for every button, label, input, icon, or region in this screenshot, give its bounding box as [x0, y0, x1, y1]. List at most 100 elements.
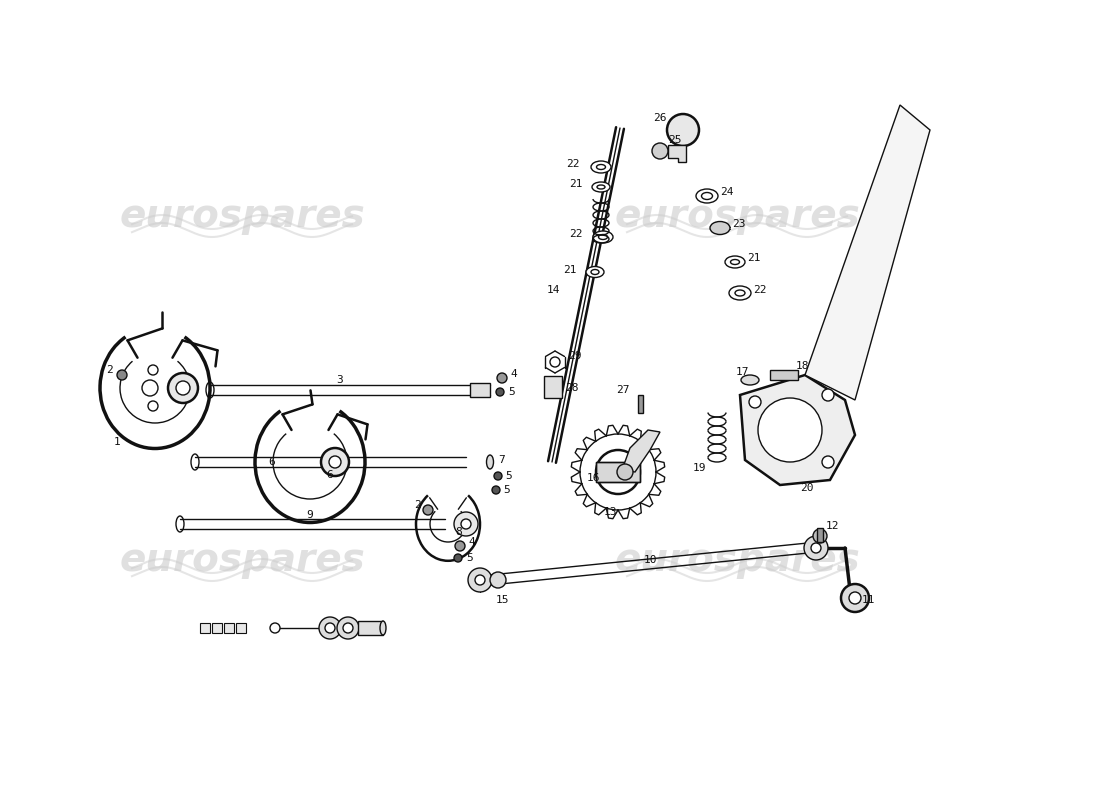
Bar: [212, 623, 222, 633]
Text: 7: 7: [498, 455, 505, 465]
Text: 8: 8: [455, 527, 462, 537]
Polygon shape: [805, 105, 929, 400]
Text: 1: 1: [113, 437, 120, 447]
Text: 26: 26: [653, 113, 667, 123]
Text: 5: 5: [505, 471, 512, 481]
Text: 4: 4: [468, 537, 475, 547]
Polygon shape: [621, 430, 660, 472]
Text: 27: 27: [616, 385, 630, 395]
Circle shape: [424, 505, 433, 515]
Text: 22: 22: [566, 159, 580, 169]
Text: 2: 2: [107, 365, 113, 375]
Polygon shape: [668, 145, 686, 162]
Circle shape: [667, 114, 698, 146]
Text: 13: 13: [603, 507, 617, 517]
Circle shape: [148, 365, 158, 375]
Circle shape: [475, 575, 485, 585]
Circle shape: [617, 464, 632, 480]
Text: 12: 12: [826, 521, 839, 531]
Ellipse shape: [586, 266, 604, 278]
Text: 22: 22: [570, 229, 583, 239]
Circle shape: [270, 623, 280, 633]
Text: 5: 5: [503, 485, 509, 495]
Bar: [358, 621, 383, 635]
Ellipse shape: [486, 455, 494, 469]
Circle shape: [337, 617, 359, 639]
Bar: [596, 462, 640, 482]
Text: 16: 16: [586, 473, 600, 483]
Text: 21: 21: [747, 253, 760, 263]
Text: 20: 20: [800, 483, 814, 493]
Circle shape: [455, 541, 465, 551]
Bar: [224, 623, 234, 633]
Circle shape: [849, 592, 861, 604]
Text: 9: 9: [307, 510, 314, 520]
Circle shape: [550, 357, 560, 367]
Text: 24: 24: [720, 187, 734, 197]
Ellipse shape: [593, 231, 613, 243]
Text: 5: 5: [466, 553, 473, 563]
Circle shape: [492, 486, 500, 494]
Text: 6: 6: [327, 470, 333, 480]
Circle shape: [811, 543, 821, 553]
Text: 21: 21: [570, 179, 583, 189]
Polygon shape: [740, 375, 855, 485]
Text: 10: 10: [644, 555, 657, 565]
Text: 29: 29: [568, 351, 582, 361]
Text: 18: 18: [796, 361, 810, 371]
Text: 4: 4: [510, 369, 517, 379]
Ellipse shape: [591, 161, 611, 173]
Circle shape: [168, 373, 198, 403]
Ellipse shape: [696, 189, 718, 203]
Circle shape: [324, 623, 336, 633]
Circle shape: [494, 472, 502, 480]
Ellipse shape: [592, 182, 611, 192]
Text: 6: 6: [268, 457, 275, 467]
Ellipse shape: [379, 621, 386, 635]
Circle shape: [813, 529, 827, 543]
Ellipse shape: [729, 286, 751, 300]
Circle shape: [321, 448, 349, 476]
Text: eurospares: eurospares: [614, 197, 860, 235]
Circle shape: [490, 572, 506, 588]
Text: 14: 14: [547, 285, 560, 295]
Circle shape: [749, 396, 761, 408]
Ellipse shape: [710, 222, 730, 234]
Circle shape: [842, 584, 869, 612]
Text: 5: 5: [508, 387, 515, 397]
Text: eurospares: eurospares: [614, 541, 860, 579]
Text: 21: 21: [563, 265, 578, 275]
Text: 23: 23: [732, 219, 746, 229]
Circle shape: [176, 381, 190, 395]
Circle shape: [804, 536, 828, 560]
Circle shape: [454, 554, 462, 562]
Text: 15: 15: [495, 595, 508, 605]
Circle shape: [461, 519, 471, 529]
Text: 25: 25: [668, 135, 682, 145]
Circle shape: [496, 388, 504, 396]
Circle shape: [652, 143, 668, 159]
Circle shape: [758, 398, 822, 462]
Text: 28: 28: [565, 383, 579, 393]
Ellipse shape: [725, 256, 745, 268]
Text: eurospares: eurospares: [119, 541, 365, 579]
Text: 11: 11: [862, 595, 876, 605]
Text: eurospares: eurospares: [119, 197, 365, 235]
Circle shape: [329, 456, 341, 468]
Circle shape: [822, 456, 834, 468]
Circle shape: [454, 512, 478, 536]
Text: 19: 19: [693, 463, 706, 473]
Bar: [200, 623, 210, 633]
Bar: [638, 395, 644, 413]
Circle shape: [468, 568, 492, 592]
Circle shape: [822, 389, 834, 401]
Text: 22: 22: [754, 285, 767, 295]
Bar: [770, 370, 798, 380]
Bar: [470, 383, 490, 397]
Circle shape: [117, 370, 126, 380]
Circle shape: [343, 623, 353, 633]
Bar: [596, 462, 640, 482]
Circle shape: [148, 401, 158, 411]
Ellipse shape: [741, 375, 759, 385]
Bar: [236, 623, 246, 633]
